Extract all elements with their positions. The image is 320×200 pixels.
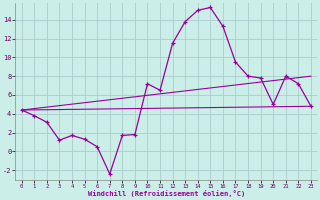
X-axis label: Windchill (Refroidissement éolien,°C): Windchill (Refroidissement éolien,°C)	[88, 190, 245, 197]
